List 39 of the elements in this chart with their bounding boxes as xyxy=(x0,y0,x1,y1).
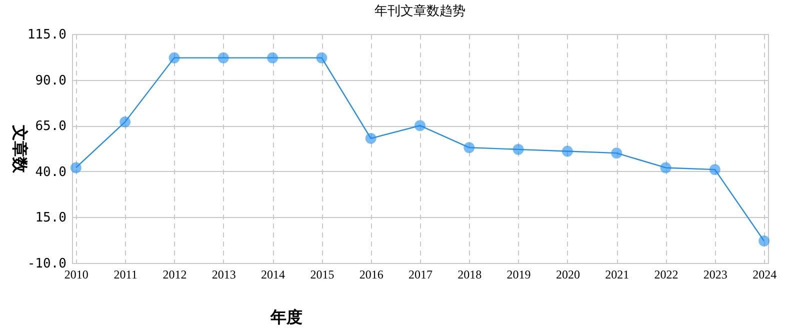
x-tick-label: 2016 xyxy=(359,268,384,282)
y-tick-label: 40.0 xyxy=(35,164,66,180)
point xyxy=(709,164,720,176)
x-tick-label: 2024 xyxy=(752,268,777,282)
x-tick-label: 2013 xyxy=(212,268,236,282)
y-tick-label: -10.0 xyxy=(27,256,66,272)
x-tick-label: 2011 xyxy=(114,268,138,282)
x-tick-label: 2012 xyxy=(162,268,187,282)
point xyxy=(562,146,573,157)
point xyxy=(611,148,622,159)
chart-title: 年刊文章数趋势 xyxy=(374,3,466,18)
x-tick-label: 2017 xyxy=(408,268,432,282)
x-tick-label: 2019 xyxy=(506,268,531,282)
point xyxy=(512,144,524,155)
x-tick-label: 2015 xyxy=(310,268,334,282)
y-axis-title: 文章数 xyxy=(10,124,28,174)
x-tick-label: 2021 xyxy=(605,268,630,282)
point xyxy=(464,142,475,154)
y-tick-label: 65.0 xyxy=(35,119,66,134)
point xyxy=(414,120,426,132)
point xyxy=(365,132,376,144)
x-tick-label: 2023 xyxy=(703,268,728,282)
point xyxy=(168,52,180,64)
x-tick-label: 2014 xyxy=(261,268,286,282)
point xyxy=(70,162,82,174)
point xyxy=(267,52,278,64)
x-tick-label: 2022 xyxy=(654,268,678,282)
point xyxy=(120,116,131,128)
y-tick-label: 90.0 xyxy=(35,73,66,88)
x-axis-title: 年度 xyxy=(270,308,302,326)
y-tick-label: 115.0 xyxy=(27,28,66,42)
point xyxy=(660,162,672,174)
point xyxy=(316,52,328,64)
x-tick-label: 2020 xyxy=(556,268,580,282)
y-tick-label: 15.0 xyxy=(35,210,66,226)
x-tick-label: 2018 xyxy=(458,268,482,282)
x-tick-label: 2010 xyxy=(64,268,88,282)
point xyxy=(758,236,770,246)
point xyxy=(218,52,229,64)
